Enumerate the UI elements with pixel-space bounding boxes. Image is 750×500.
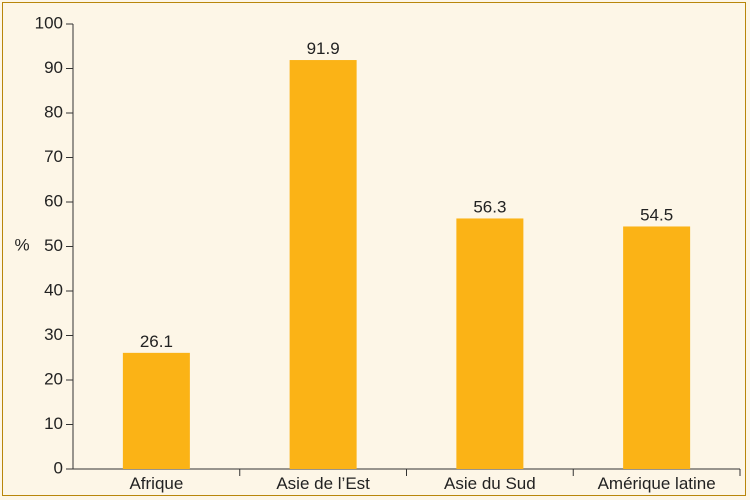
y-tick-label: 70 [44,147,63,166]
y-tick-label: 20 [44,369,63,388]
data-label: 26.1 [140,332,173,351]
bar [289,60,357,470]
x-categories: Afrique Asie de l’Est Asie du Sud Amérique … [129,469,741,493]
data-label: 56.3 [473,197,506,216]
y-tick-label: 40 [44,280,63,299]
y-tick-label: 60 [44,191,63,210]
y-tick-label: 30 [44,325,63,344]
y-tick-label: 50 [44,236,63,255]
data-label: 54.5 [640,205,673,224]
x-category-label: Afrique [129,474,183,493]
y-tick-label: 10 [44,414,63,433]
y-axis-title: % [14,235,29,254]
bar [456,218,524,469]
x-category-label: Amérique latine [598,474,716,493]
bars [122,60,691,470]
bar [623,226,691,469]
data-labels: 26.1 91.9 56.3 54.5 [140,39,673,351]
x-category-label: Asie de l’Est [276,474,370,493]
bar [122,352,190,469]
y-ticks: 0 10 20 30 40 50 60 70 80 90 100 [35,13,73,477]
data-label: 91.9 [307,39,340,58]
y-tick-label: 100 [35,13,63,32]
x-category-label: Asie du Sud [444,474,536,493]
y-tick-label: 0 [54,458,63,477]
y-tick-label: 90 [44,58,63,77]
y-tick-label: 80 [44,102,63,121]
